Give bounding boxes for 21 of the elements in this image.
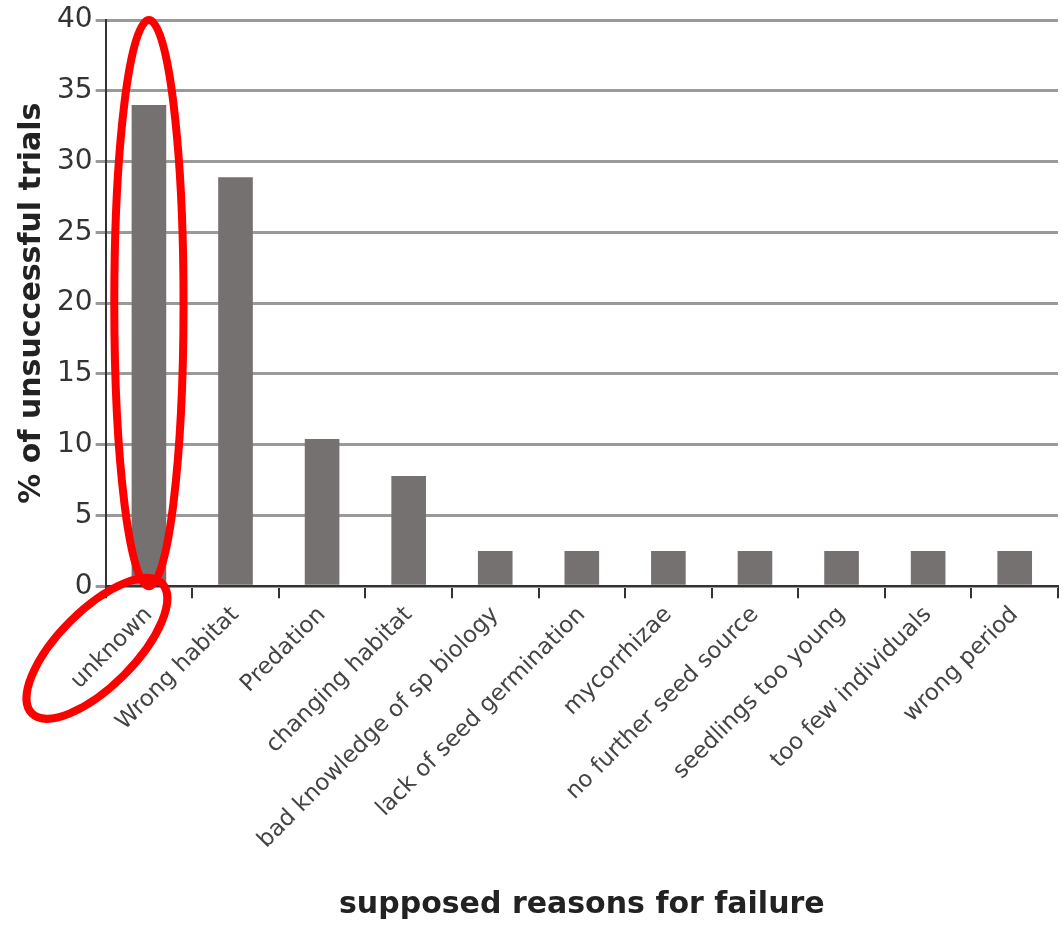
y-tick-label: 30 [56, 142, 93, 176]
y-tick-label: 15 [56, 355, 93, 389]
bar [910, 550, 946, 585]
y-tick-label: 25 [56, 213, 93, 247]
bar [304, 439, 340, 585]
x-axis-title: supposed reasons for failure [338, 884, 825, 920]
bar [824, 550, 859, 585]
y-tick-label: 10 [56, 426, 93, 460]
y-tick-label: 5 [74, 496, 93, 530]
y-tick-label: 20 [56, 284, 93, 318]
y-tick-label: 35 [56, 72, 93, 106]
bar [651, 550, 686, 585]
bar [737, 550, 773, 585]
bar [391, 475, 426, 585]
y-tick-label: 0 [74, 567, 93, 601]
bar [477, 550, 513, 585]
y-axis-title: % of unsuccessful trials [11, 102, 47, 504]
y-tick-label: 40 [56, 1, 93, 35]
bar [218, 177, 253, 585]
bar [564, 550, 600, 585]
bar [997, 550, 1033, 585]
